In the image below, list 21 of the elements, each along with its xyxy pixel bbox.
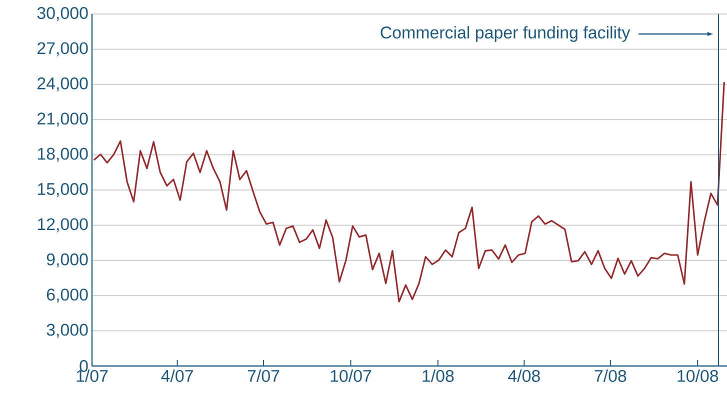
x-tick-label: 10/08 — [678, 370, 718, 382]
x-tick-label: 4/07 — [161, 370, 193, 382]
y-tick-label: 6,000 — [46, 288, 88, 303]
ref-line-label: Commercial paper funding facility — [380, 26, 630, 42]
y-tick-label: 12,000 — [38, 218, 88, 232]
x-tick-label: 7/07 — [248, 370, 280, 382]
y-tick-label: 9,000 — [46, 253, 88, 268]
y-tick-label: 0 — [80, 360, 88, 372]
x-tick-label: 7/08 — [594, 370, 626, 382]
y-tick-label: 24,000 — [38, 77, 88, 92]
y-tick-label: 21,000 — [38, 112, 88, 127]
y-tick-label: 30,000 — [37, 7, 88, 21]
y-tick-label: 15,000 — [38, 183, 88, 197]
line-series — [93, 81, 725, 303]
x-tick-label: 10/07 — [330, 370, 372, 382]
x-tick-label: 1/07 — [76, 370, 108, 382]
x-tick-label: 1/08 — [422, 370, 454, 382]
y-tick-label: 3,000 — [46, 324, 88, 338]
y-tick-label: 27,000 — [38, 42, 88, 56]
x-tick-label: 4/08 — [508, 370, 540, 382]
y-tick-label: 18,000 — [38, 148, 88, 162]
